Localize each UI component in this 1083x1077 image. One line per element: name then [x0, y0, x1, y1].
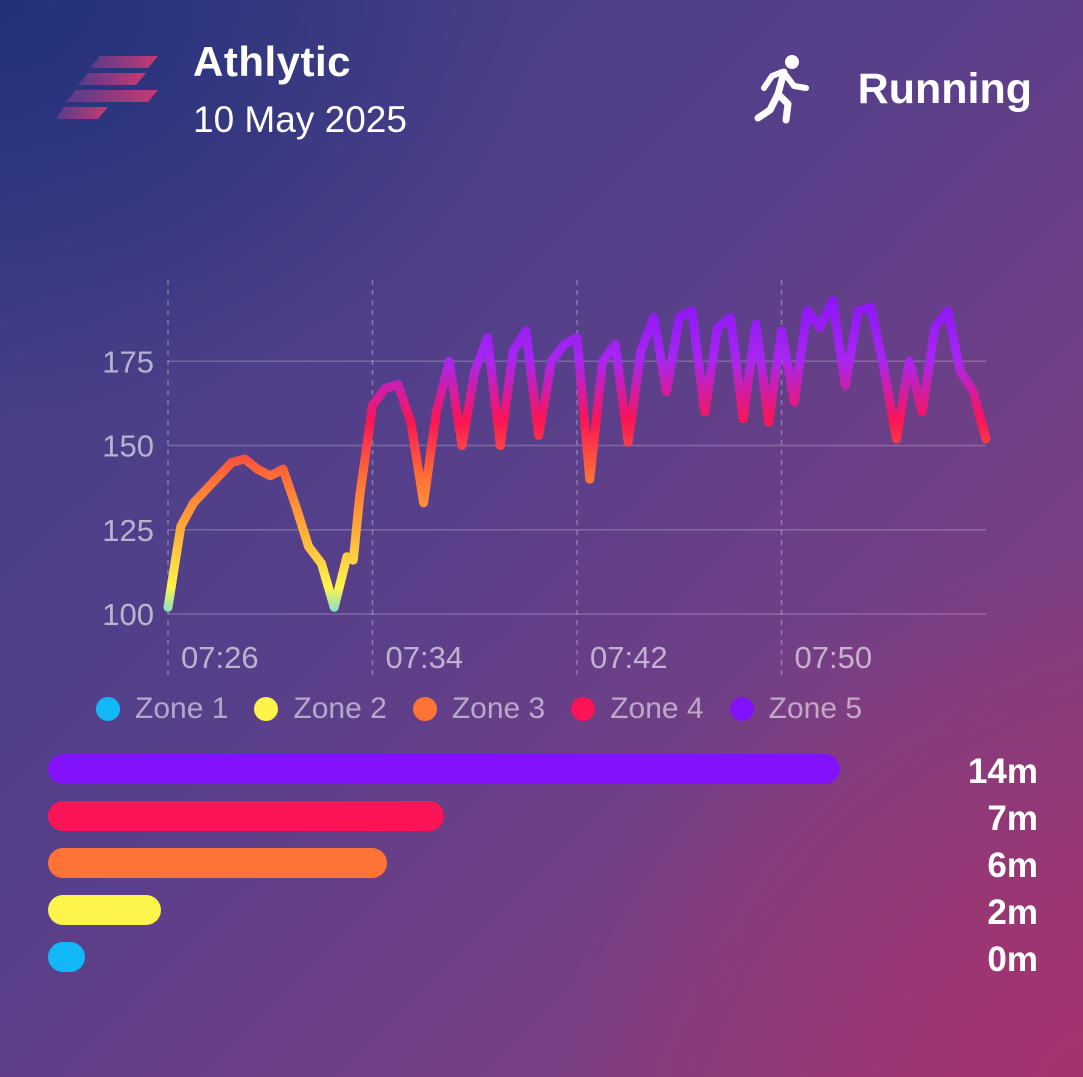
zone-row: 0m	[48, 940, 1038, 987]
zone-row: 7m	[48, 799, 1038, 846]
legend-item-zone-3: Zone 3	[412, 692, 546, 726]
legend-label: Zone 4	[610, 692, 704, 725]
x-tick-label: 07:50	[795, 640, 873, 675]
zone-duration-bar	[48, 895, 162, 925]
legend-dot	[571, 697, 596, 721]
legend-dot	[254, 697, 279, 721]
zone-duration-label: 14m	[967, 752, 1038, 791]
zone-legend: Zone 1 Zone 2 Zone 3 Zone 4 Zone 5	[96, 692, 888, 726]
x-tick-label: 07:26	[181, 640, 259, 675]
header: Athlytic 10 May 2025 Running	[0, 0, 1083, 160]
zone-duration-bar	[48, 848, 388, 878]
y-tick-label: 150	[102, 429, 154, 464]
legend-item-zone-2: Zone 2	[254, 692, 387, 726]
y-tick-label: 125	[102, 513, 154, 548]
legend-dot	[412, 697, 437, 721]
legend-item-zone-1: Zone 1	[96, 692, 228, 726]
x-tick-label: 07:34	[386, 640, 464, 675]
legend-label: Zone 1	[135, 692, 229, 725]
legend-label: Zone 5	[768, 692, 863, 725]
app-name: Athlytic	[193, 38, 352, 85]
legend-item-zone-4: Zone 4	[571, 692, 704, 726]
legend-label: Zone 2	[293, 692, 387, 725]
workout-date: 10 May 2025	[193, 99, 407, 140]
zone-duration-label: 2m	[987, 893, 1038, 932]
x-tick-label: 07:42	[590, 640, 668, 675]
zone-duration-bars: 14m 7m 6m 2m 0m	[48, 752, 1038, 987]
zone-row: 6m	[48, 846, 1038, 893]
zone-duration-label: 0m	[987, 940, 1038, 979]
y-tick-label: 175	[102, 344, 154, 379]
zone-duration-label: 7m	[987, 799, 1038, 838]
legend-dot	[729, 697, 754, 721]
zone-duration-label: 6m	[987, 846, 1038, 885]
activity-type: Running	[857, 65, 1032, 113]
legend-label: Zone 3	[451, 692, 546, 725]
legend-dot	[96, 697, 120, 721]
running-person-icon	[754, 55, 809, 124]
zone-duration-bar	[48, 942, 85, 972]
heart-rate-line	[163, 296, 991, 612]
zone-duration-bar	[48, 754, 840, 784]
legend-item-zone-5: Zone 5	[729, 692, 863, 726]
zone-row: 2m	[48, 893, 1038, 940]
zone-duration-bar	[48, 801, 444, 831]
athlytic-logo-icon	[56, 56, 158, 119]
zone-row: 14m	[48, 752, 1038, 799]
heart-rate-chart: 100 125 150 175 07:26 07:34 07:42 07:50	[102, 280, 991, 678]
y-tick-label: 100	[102, 597, 154, 632]
